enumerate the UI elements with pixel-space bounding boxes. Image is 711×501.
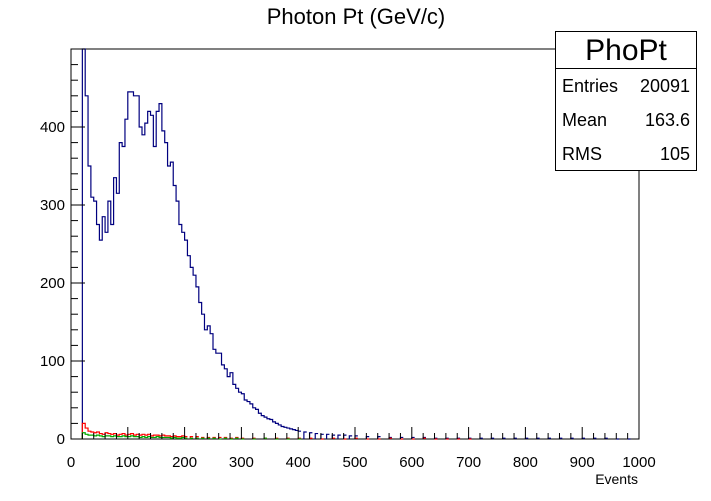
y-tick-label: 100 bbox=[40, 353, 65, 370]
axes: 0 100 200 300 400 500 600 700 800 900 1000 0 100 200 3… bbox=[40, 48, 656, 471]
chart-title: Photon Pt (GeV/c) bbox=[267, 4, 446, 29]
y-tick-label: 400 bbox=[40, 119, 65, 136]
stats-row-rms: RMS 105 bbox=[556, 137, 696, 171]
stats-title: PhoPt bbox=[556, 32, 696, 69]
y-tick-label: 200 bbox=[40, 275, 65, 292]
stats-value: 20091 bbox=[639, 76, 690, 96]
x-tick-label: 1000 bbox=[622, 454, 655, 471]
x-tick-label: 500 bbox=[342, 454, 367, 471]
x-tick-label: 0 bbox=[67, 454, 75, 471]
stats-row-mean: Mean 163.6 bbox=[556, 103, 696, 137]
stats-value: 105 bbox=[659, 144, 690, 164]
x-tick-label: 900 bbox=[570, 454, 595, 471]
stats-row-entries: Entries 20091 bbox=[556, 69, 696, 103]
x-tick-label: 100 bbox=[115, 454, 140, 471]
x-tick-label: 800 bbox=[513, 454, 538, 471]
y-tick-label: 0 bbox=[57, 431, 65, 448]
stats-label: RMS bbox=[562, 144, 602, 164]
histogram-series-1 bbox=[81, 422, 472, 440]
x-tick-label: 300 bbox=[229, 454, 254, 471]
plot-frame bbox=[70, 48, 640, 440]
x-tick-label: 600 bbox=[399, 454, 424, 471]
x-tick-label: 700 bbox=[456, 454, 481, 471]
histogram-series-layer bbox=[81, 48, 631, 440]
x-tick-label: 400 bbox=[286, 454, 311, 471]
stats-value: 163.6 bbox=[644, 110, 690, 130]
x-axis-title: Events bbox=[595, 471, 638, 487]
stats-label: Mean bbox=[562, 110, 608, 130]
y-tick-label: 300 bbox=[40, 197, 65, 214]
histogram-series-0 bbox=[81, 48, 631, 440]
stats-box: PhoPt Entries 20091 Mean 163.6 RMS 105 bbox=[555, 31, 697, 171]
x-tick-label: 200 bbox=[172, 454, 197, 471]
stats-label: Entries bbox=[562, 76, 619, 96]
